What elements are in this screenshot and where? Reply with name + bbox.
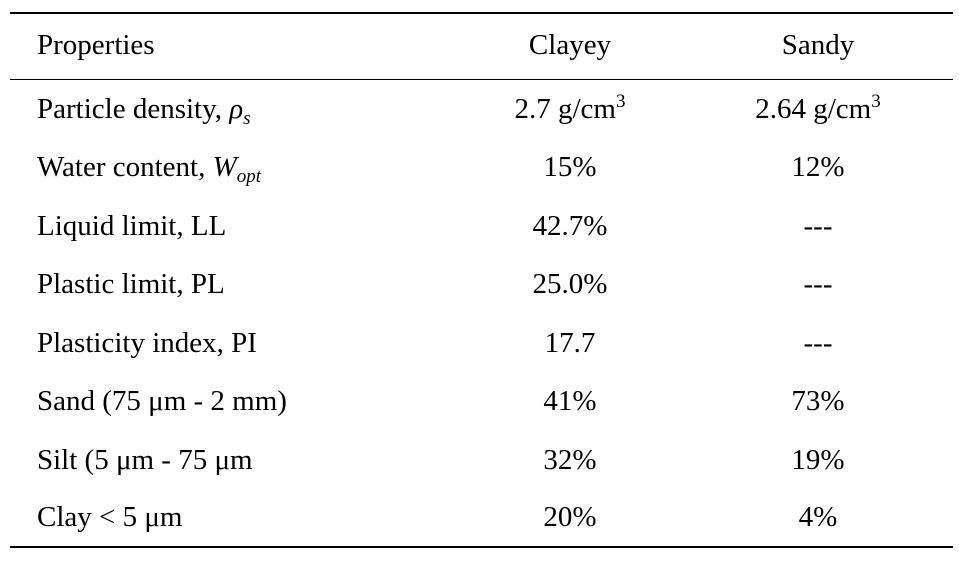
row-label: Silt (5 μm - 75 μm xyxy=(37,444,253,476)
row-label: Clay < 5 μm xyxy=(37,501,183,533)
sandy-unit-superscript: 3 xyxy=(871,91,881,112)
row-label-text: Water content, xyxy=(37,151,213,183)
row-sandy-value: 4% xyxy=(798,501,838,533)
row-label: Water content, Wopt xyxy=(37,147,261,187)
table-row: Liquid limit, LL 42.7% --- xyxy=(0,206,959,246)
table-row: Silt (5 μm - 75 μm 32% 19% xyxy=(0,440,959,480)
clayey-unit-superscript: 3 xyxy=(616,91,626,112)
row-sandy-value: 12% xyxy=(791,151,845,183)
table-header-row: Properties Clayey Sandy xyxy=(0,25,959,65)
row-clayey-value: 41% xyxy=(543,385,597,417)
row-symbol-subscript: s xyxy=(243,108,251,129)
table-row: Particle density, ρs 2.7 g/cm3 2.64 g/cm… xyxy=(0,89,959,129)
row-sandy-value: 2.64 g/cm3 xyxy=(718,89,918,129)
row-sandy-value: 73% xyxy=(791,385,845,417)
header-sandy: Sandy xyxy=(781,29,855,61)
table-header-rule xyxy=(10,79,953,80)
header-clayey: Clayey xyxy=(528,29,612,61)
row-clayey-value: 25.0% xyxy=(532,268,608,300)
row-label: Plasticity index, PI xyxy=(37,327,257,359)
row-sandy-value: --- xyxy=(803,268,833,300)
row-symbol: ρ xyxy=(229,93,244,125)
table-top-rule xyxy=(10,12,953,14)
table-row: Sand (75 μm - 2 mm) 41% 73% xyxy=(0,381,959,421)
table-row: Plastic limit, PL 25.0% --- xyxy=(0,264,959,304)
row-label: Liquid limit, LL xyxy=(37,210,227,242)
row-sandy-value: 19% xyxy=(791,444,845,476)
row-clayey-value: 2.7 g/cm3 xyxy=(470,89,670,129)
row-clayey-value: 15% xyxy=(543,151,597,183)
row-label-text: Particle density, xyxy=(37,93,230,125)
row-clayey-value: 42.7% xyxy=(532,210,608,242)
header-properties: Properties xyxy=(37,29,155,61)
clayey-value-text: 2.7 g/cm xyxy=(514,93,617,125)
table-row: Plasticity index, PI 17.7 --- xyxy=(0,323,959,363)
row-sandy-value: --- xyxy=(803,327,833,359)
sandy-value-text: 2.64 g/cm xyxy=(755,93,872,125)
row-label: Plastic limit, PL xyxy=(37,268,225,300)
table-row: Clay < 5 μm 20% 4% xyxy=(0,497,959,537)
row-symbol-subscript: opt xyxy=(236,166,262,187)
row-clayey-value: 17.7 xyxy=(544,327,596,359)
row-symbol: W xyxy=(212,151,237,183)
row-clayey-value: 20% xyxy=(543,501,597,533)
row-clayey-value: 32% xyxy=(543,444,597,476)
row-label: Particle density, ρs xyxy=(37,89,251,129)
row-label: Sand (75 μm - 2 mm) xyxy=(37,385,287,417)
row-sandy-value: --- xyxy=(803,210,833,242)
table-row: Water content, Wopt 15% 12% xyxy=(0,147,959,187)
table-bottom-rule xyxy=(10,546,953,548)
